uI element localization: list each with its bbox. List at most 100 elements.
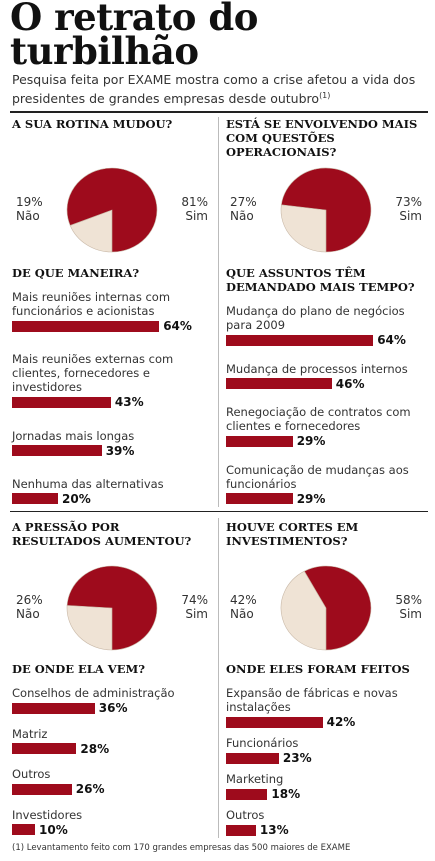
value-label: 26% xyxy=(16,593,43,607)
value-label: 26% xyxy=(75,782,105,797)
chart-block: DE ONDE ELA VEM? Conselhos de administraç… xyxy=(12,662,212,837)
bar xyxy=(12,702,95,714)
pie-label: 19% Não xyxy=(16,195,43,223)
bar xyxy=(12,396,111,408)
chart-block: A PRESSÃO POR RESULTADOS AUMENTOU? 26% Não… xyxy=(12,520,212,655)
category-label: Marketing xyxy=(226,772,284,786)
column-divider xyxy=(218,117,219,507)
category-label: Nenhuma das alternativas xyxy=(12,476,164,491)
pie-svg xyxy=(280,167,372,253)
bar-item: Jornadas mais longas 39% xyxy=(12,429,212,458)
chart-title: A PRESSÃO POR RESULTADOS AUMENTOU? xyxy=(12,520,192,548)
pie-label: 42% Não xyxy=(230,593,257,621)
value-label: 58% xyxy=(395,593,422,607)
bar xyxy=(12,493,58,505)
category-label: Não xyxy=(230,607,254,621)
bar xyxy=(226,788,268,800)
chart-title: HOUVE CORTES EM INVESTIMENTOS? xyxy=(226,520,359,548)
bar xyxy=(12,320,160,332)
chart-title: QUE ASSUNTOS TÊM DEMANDADO MAIS TEMPO? xyxy=(226,266,415,294)
category-label: Expansão de fábricas e novas instalações xyxy=(226,686,398,714)
value-label: 64% xyxy=(163,319,192,333)
bar xyxy=(12,743,77,755)
value-label: 74% xyxy=(181,593,208,607)
bar xyxy=(226,334,374,346)
pie-slice xyxy=(280,570,327,651)
category-label: Funcionários xyxy=(226,736,299,750)
category-label: Mais reuniões internas com funcionários … xyxy=(12,290,171,318)
bar-row: 29% xyxy=(226,492,426,506)
pie-label: 81% Sim xyxy=(181,195,208,223)
pie-label: 26% Não xyxy=(16,593,43,621)
category-label: Comunicação de mudanças aos funcionários xyxy=(226,462,409,491)
bar-row: 46% xyxy=(226,377,426,391)
category-label: Jornadas mais longas xyxy=(12,428,135,443)
value-label: 20% xyxy=(62,491,91,506)
rule xyxy=(10,111,428,113)
pie-svg xyxy=(66,167,158,253)
bar-list: Conselhos de administração 36% Matriz 28% Ou… xyxy=(12,686,212,837)
chart-block: ESTÁ SE ENVOLVENDO MAIS COM QUESTÕES OPE… xyxy=(226,117,426,257)
bar-item: Mais reuniões externas com clientes, for… xyxy=(12,352,212,409)
bar xyxy=(226,378,332,390)
bar-row: 42% xyxy=(226,715,426,729)
pie-slice xyxy=(66,565,158,651)
note-ref: (1) xyxy=(319,91,331,100)
bar-item: Mudança de processos internos 46% xyxy=(226,362,426,391)
bar-row: 20% xyxy=(12,492,212,506)
category-label: Sim xyxy=(185,209,208,223)
pie-slice xyxy=(303,565,372,651)
chart-block: HOUVE CORTES EM INVESTIMENTOS? 42% Não 58% S… xyxy=(226,520,426,655)
bar-row: 18% xyxy=(226,787,426,801)
category-label: Renegociação de contratos com clientes e… xyxy=(226,405,411,434)
pie-label: 74% Sim xyxy=(181,593,208,621)
bar xyxy=(226,824,256,836)
value-label: 36% xyxy=(98,701,128,715)
column-divider xyxy=(218,518,219,838)
bar-item: Outros 26% xyxy=(12,767,212,796)
category-label: Não xyxy=(16,209,40,223)
pie-label: 73% Sim xyxy=(395,195,422,223)
bar xyxy=(12,824,35,836)
value-label: 39% xyxy=(105,443,135,458)
category-label: Sim xyxy=(399,607,422,621)
bar-row: 10% xyxy=(12,823,212,837)
bar-row: 23% xyxy=(226,751,426,765)
bar xyxy=(226,752,279,764)
value-label: 28% xyxy=(80,741,110,756)
value-label: 19% xyxy=(16,195,43,209)
bar xyxy=(12,445,102,457)
category-label: Matriz xyxy=(12,726,48,741)
value-label: 29% xyxy=(296,491,326,506)
bar-item: Mudança do plano de negócios para 2009 64… xyxy=(226,304,426,347)
bar-item: Investidores 10% xyxy=(12,808,212,837)
pie-slice xyxy=(66,605,113,651)
chart-title: DE QUE MANEIRA? xyxy=(12,266,140,280)
pie-slice xyxy=(69,209,113,253)
value-label: 42% xyxy=(326,715,356,729)
category-label: Não xyxy=(16,607,40,621)
chart-block: QUE ASSUNTOS TÊM DEMANDADO MAIS TEMPO? Mu… xyxy=(226,266,426,506)
bar-item: Mais reuniões internas com funcionários … xyxy=(12,290,212,333)
bar xyxy=(226,435,293,447)
bar-row: 64% xyxy=(226,333,426,347)
category-label: Mudança de processos internos xyxy=(226,361,408,376)
category-label: Não xyxy=(230,209,254,223)
category-label: Mais reuniões externas com clientes, for… xyxy=(12,352,174,395)
pie-slice xyxy=(66,167,158,253)
category-label: Outros xyxy=(226,808,265,822)
pie-svg xyxy=(280,565,372,651)
subtitle: Pesquisa feita por EXAME mostra como a c… xyxy=(12,72,416,107)
value-label: 10% xyxy=(39,822,68,837)
bar-row: 13% xyxy=(226,823,426,837)
bar-row: 28% xyxy=(12,742,212,756)
footnote: (1) Levantamento feito com 170 grandes e… xyxy=(12,843,351,853)
bar-row: 29% xyxy=(226,434,426,448)
chart-title: DE ONDE ELA VEM? xyxy=(12,662,145,676)
pie-label: 27% Não xyxy=(230,195,257,223)
bar-item: Funcionários 23% xyxy=(226,736,426,765)
value-label: 73% xyxy=(395,195,422,209)
category-label: Conselhos de administração xyxy=(12,686,175,700)
bar-list: Mais reuniões internas com funcionários … xyxy=(12,290,212,506)
value-label: 27% xyxy=(230,195,257,209)
